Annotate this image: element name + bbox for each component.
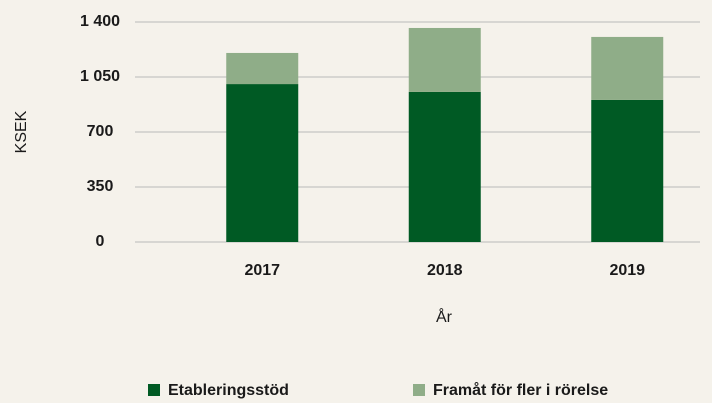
legend-swatch: [413, 384, 425, 396]
bar-segment: [408, 27, 481, 92]
bar-segment: [408, 91, 481, 242]
legend-label: Etableringsstöd: [168, 382, 289, 399]
x-axis-label: År: [436, 307, 453, 326]
y-tick-label: 350: [87, 178, 114, 195]
legend-swatch: [148, 384, 160, 396]
y-tick-label: 1 050: [80, 68, 120, 85]
legend-label: Framåt för fler i rörelse: [433, 381, 608, 399]
x-tick-label: 2019: [609, 262, 645, 279]
y-tick-label: 1 400: [80, 13, 120, 30]
bar-segment: [226, 84, 299, 242]
bar-segment: [591, 36, 664, 100]
y-axis-label: KSEK: [13, 110, 30, 153]
x-tick-label: 2017: [244, 262, 280, 279]
x-tick-label: 2018: [427, 262, 463, 279]
y-tick-label: 0: [96, 233, 105, 250]
bar-segment: [591, 99, 664, 242]
y-tick-label: 700: [87, 123, 114, 140]
bar-segment: [226, 52, 299, 85]
